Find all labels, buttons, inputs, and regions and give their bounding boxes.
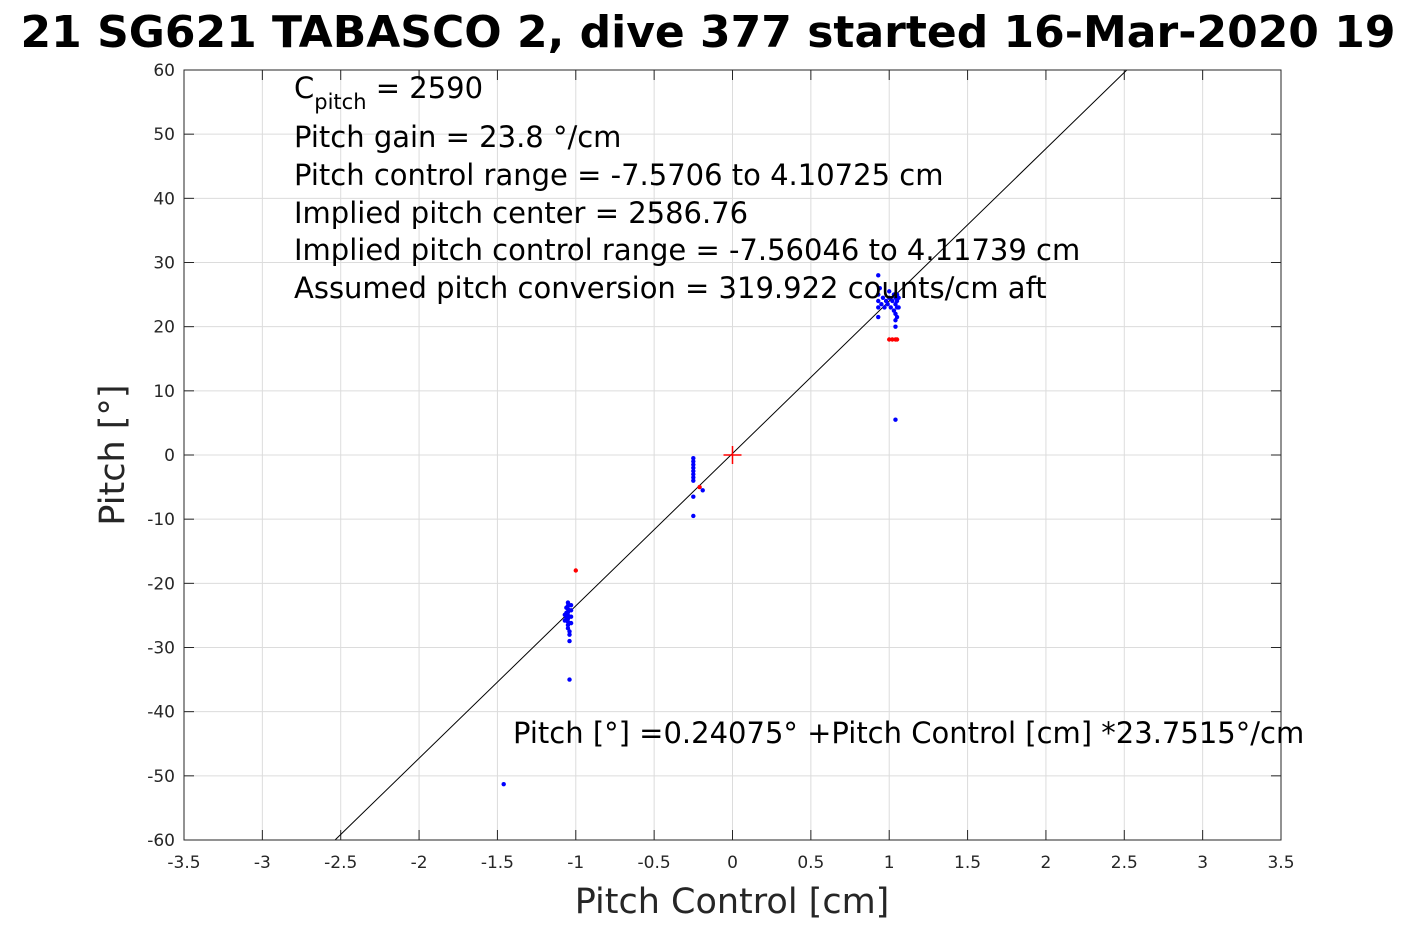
y-tick-label: -60 xyxy=(147,831,175,851)
data-point xyxy=(890,298,895,304)
y-tick-label: -40 xyxy=(147,703,175,723)
data-point xyxy=(691,475,696,480)
y-tick-label: 30 xyxy=(153,254,175,274)
data-point xyxy=(691,465,696,471)
x-tick-label: -1.5 xyxy=(481,853,514,873)
x-tick-label: -2.5 xyxy=(324,853,357,873)
annotation-fit-equation: Pitch [°] =0.24075° +Pitch Control [cm] … xyxy=(513,716,1304,750)
chart-title: 21 SG621 TABASCO 2, dive 377 started 16-… xyxy=(21,7,1396,58)
data-point xyxy=(568,608,574,613)
data-point xyxy=(882,305,887,310)
y-axis-label: Pitch [°] xyxy=(93,384,133,525)
annotation-c-pitch-main: C xyxy=(294,71,314,105)
data-point xyxy=(887,337,892,342)
y-tick-label: 60 xyxy=(153,61,175,81)
data-point xyxy=(567,632,572,637)
data-point xyxy=(890,337,895,342)
data-point xyxy=(887,289,892,294)
annotation-control-range: Pitch control range = -7.5706 to 4.10725… xyxy=(294,158,943,192)
data-point xyxy=(894,314,900,320)
data-point xyxy=(894,337,900,342)
data-point xyxy=(568,614,574,619)
data-point xyxy=(568,620,574,626)
x-tick-label: 0.5 xyxy=(797,853,824,873)
data-point xyxy=(691,459,696,464)
x-tick-label: 2 xyxy=(1041,853,1052,873)
x-tick-label: -2 xyxy=(411,853,428,873)
y-tick-label: -20 xyxy=(147,574,175,594)
data-point xyxy=(567,629,572,634)
data-point xyxy=(691,478,696,483)
data-point xyxy=(876,305,881,310)
x-tick-label: 2.5 xyxy=(1111,853,1138,873)
data-point xyxy=(567,638,572,644)
x-tick-label: 3 xyxy=(1197,853,1208,873)
x-tick-label: 1 xyxy=(884,853,895,873)
data-point xyxy=(876,314,881,320)
y-tick-label: -10 xyxy=(147,510,175,530)
x-tick-label: 0 xyxy=(727,853,738,873)
data-point xyxy=(573,568,578,573)
y-tick-label: -50 xyxy=(147,767,175,787)
data-point xyxy=(562,618,568,623)
data-point xyxy=(691,494,696,499)
data-point xyxy=(691,472,696,477)
data-point xyxy=(893,417,898,422)
data-point xyxy=(691,468,696,474)
annotation-c-pitch-value: = 2590 xyxy=(367,71,484,105)
data-point xyxy=(893,324,898,329)
data-point xyxy=(567,677,572,682)
data-point xyxy=(691,456,696,461)
data-point xyxy=(879,302,884,307)
annotation-conversion: Assumed pitch conversion = 319.922 count… xyxy=(294,271,1047,305)
x-tick-label: 3.5 xyxy=(1267,853,1294,873)
data-point xyxy=(501,781,506,787)
x-axis-label: Pitch Control [cm] xyxy=(575,882,890,922)
data-point xyxy=(564,605,569,610)
center-marker-group xyxy=(723,446,742,464)
data-point xyxy=(885,302,890,307)
data-point xyxy=(876,292,881,297)
data-point xyxy=(568,602,574,608)
x-tick-label: -0.5 xyxy=(638,853,671,873)
annotation-implied-range: Implied pitch control range = -7.56046 t… xyxy=(294,233,1080,267)
data-point xyxy=(876,273,881,278)
y-tick-label: -30 xyxy=(147,639,175,659)
plot-frame xyxy=(183,69,1282,841)
y-axis-ticks: 60 50 40 30 20 10 0 -10 -20 -30 -40 -50 -60 xyxy=(147,61,1281,851)
data-point xyxy=(888,305,893,310)
data-point xyxy=(565,600,571,605)
annotation-c-pitch-subscript: pitch xyxy=(314,90,366,114)
annotation-implied-center: Implied pitch center = 2586.76 xyxy=(294,196,748,230)
data-point xyxy=(880,295,886,300)
data-point xyxy=(700,488,705,493)
data-point xyxy=(896,305,901,310)
data-point xyxy=(562,612,568,617)
annotation-c-pitch: Cpitch = 2590 xyxy=(294,71,483,114)
y-tick-label: 20 xyxy=(153,318,175,338)
data-point xyxy=(896,295,901,300)
x-axis-ticks: -3.5 -3 -2.5 -2 -1.5 -1 -0.5 0 0.5 1 1.5 2 2.5 3 3.5 xyxy=(167,70,1295,873)
data-point xyxy=(887,295,892,300)
x-tick-label: 1.5 xyxy=(954,853,981,873)
data-point xyxy=(691,462,696,467)
y-tick-label: 40 xyxy=(153,189,175,209)
data-points xyxy=(501,273,901,787)
data-point xyxy=(877,285,883,291)
data-point xyxy=(697,484,702,490)
y-tick-label: 50 xyxy=(153,125,175,145)
data-point xyxy=(691,513,696,519)
data-point xyxy=(876,298,881,304)
x-tick-label: -1 xyxy=(567,853,584,873)
x-tick-label: -3 xyxy=(254,853,271,873)
x-tick-label: -3.5 xyxy=(167,853,200,873)
annotation-pitch-gain: Pitch gain = 23.8 °/cm xyxy=(294,120,621,154)
y-tick-label: 0 xyxy=(164,446,175,466)
y-tick-label: 10 xyxy=(153,382,175,402)
